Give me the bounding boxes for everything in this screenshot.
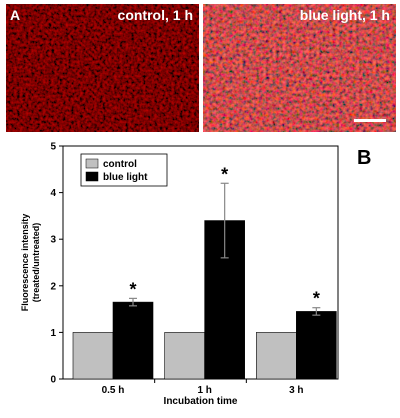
blue-light-title: blue light, 1 h <box>299 7 390 23</box>
control-bar <box>164 332 205 380</box>
x-tick-label: 3 h <box>289 385 303 396</box>
legend-label-control: control <box>103 159 137 170</box>
control-micrograph: A control, 1 h <box>6 4 199 132</box>
control-bar <box>256 332 297 380</box>
y-tick-label: 5 <box>50 142 56 153</box>
blue-light-micrograph-image <box>203 4 396 132</box>
bar-chart-panel: 0 1 2 3 4 5 Fluorescence intensity (treated/unt… <box>0 138 400 413</box>
control-micrograph-image <box>6 4 199 132</box>
control-bar <box>72 332 114 380</box>
legend-label-blue-light: blue light <box>103 172 148 183</box>
significance-marker: * <box>221 164 228 184</box>
micrograph-panel: A control, 1 h blue light, 1 h <box>6 4 396 132</box>
y-tick-label: 4 <box>50 188 56 199</box>
y-tick-label: 2 <box>50 281 56 292</box>
scale-bar <box>354 119 386 122</box>
blue-light-bar <box>296 311 337 380</box>
y-axis-label-line2: (treated/untreated) <box>31 223 41 303</box>
y-tick-label: 1 <box>50 328 56 339</box>
significance-marker: * <box>313 289 320 309</box>
micrograph-divider <box>199 4 203 132</box>
x-axis-label: Incubation time <box>164 396 238 407</box>
y-tick-label: 0 <box>50 375 56 386</box>
y-axis-label: Fluorescence intensity <box>20 214 30 312</box>
panel-b-label: B <box>357 147 371 169</box>
significance-marker: * <box>129 279 136 299</box>
panel-a-label: A <box>10 7 21 23</box>
x-tick-label: 1 h <box>197 385 211 396</box>
blue-light-bar <box>112 301 154 380</box>
control-title: control, 1 h <box>117 7 193 23</box>
legend-swatch-control <box>85 158 99 169</box>
bar-chart: 0 1 2 3 4 5 Fluorescence intensity (treated/unt… <box>20 142 371 408</box>
y-tick-label: 3 <box>50 235 56 246</box>
x-tick-label: 0.5 h <box>102 385 125 396</box>
blue-light-micrograph: blue light, 1 h <box>203 4 396 132</box>
legend-swatch-blue-light <box>85 171 99 182</box>
